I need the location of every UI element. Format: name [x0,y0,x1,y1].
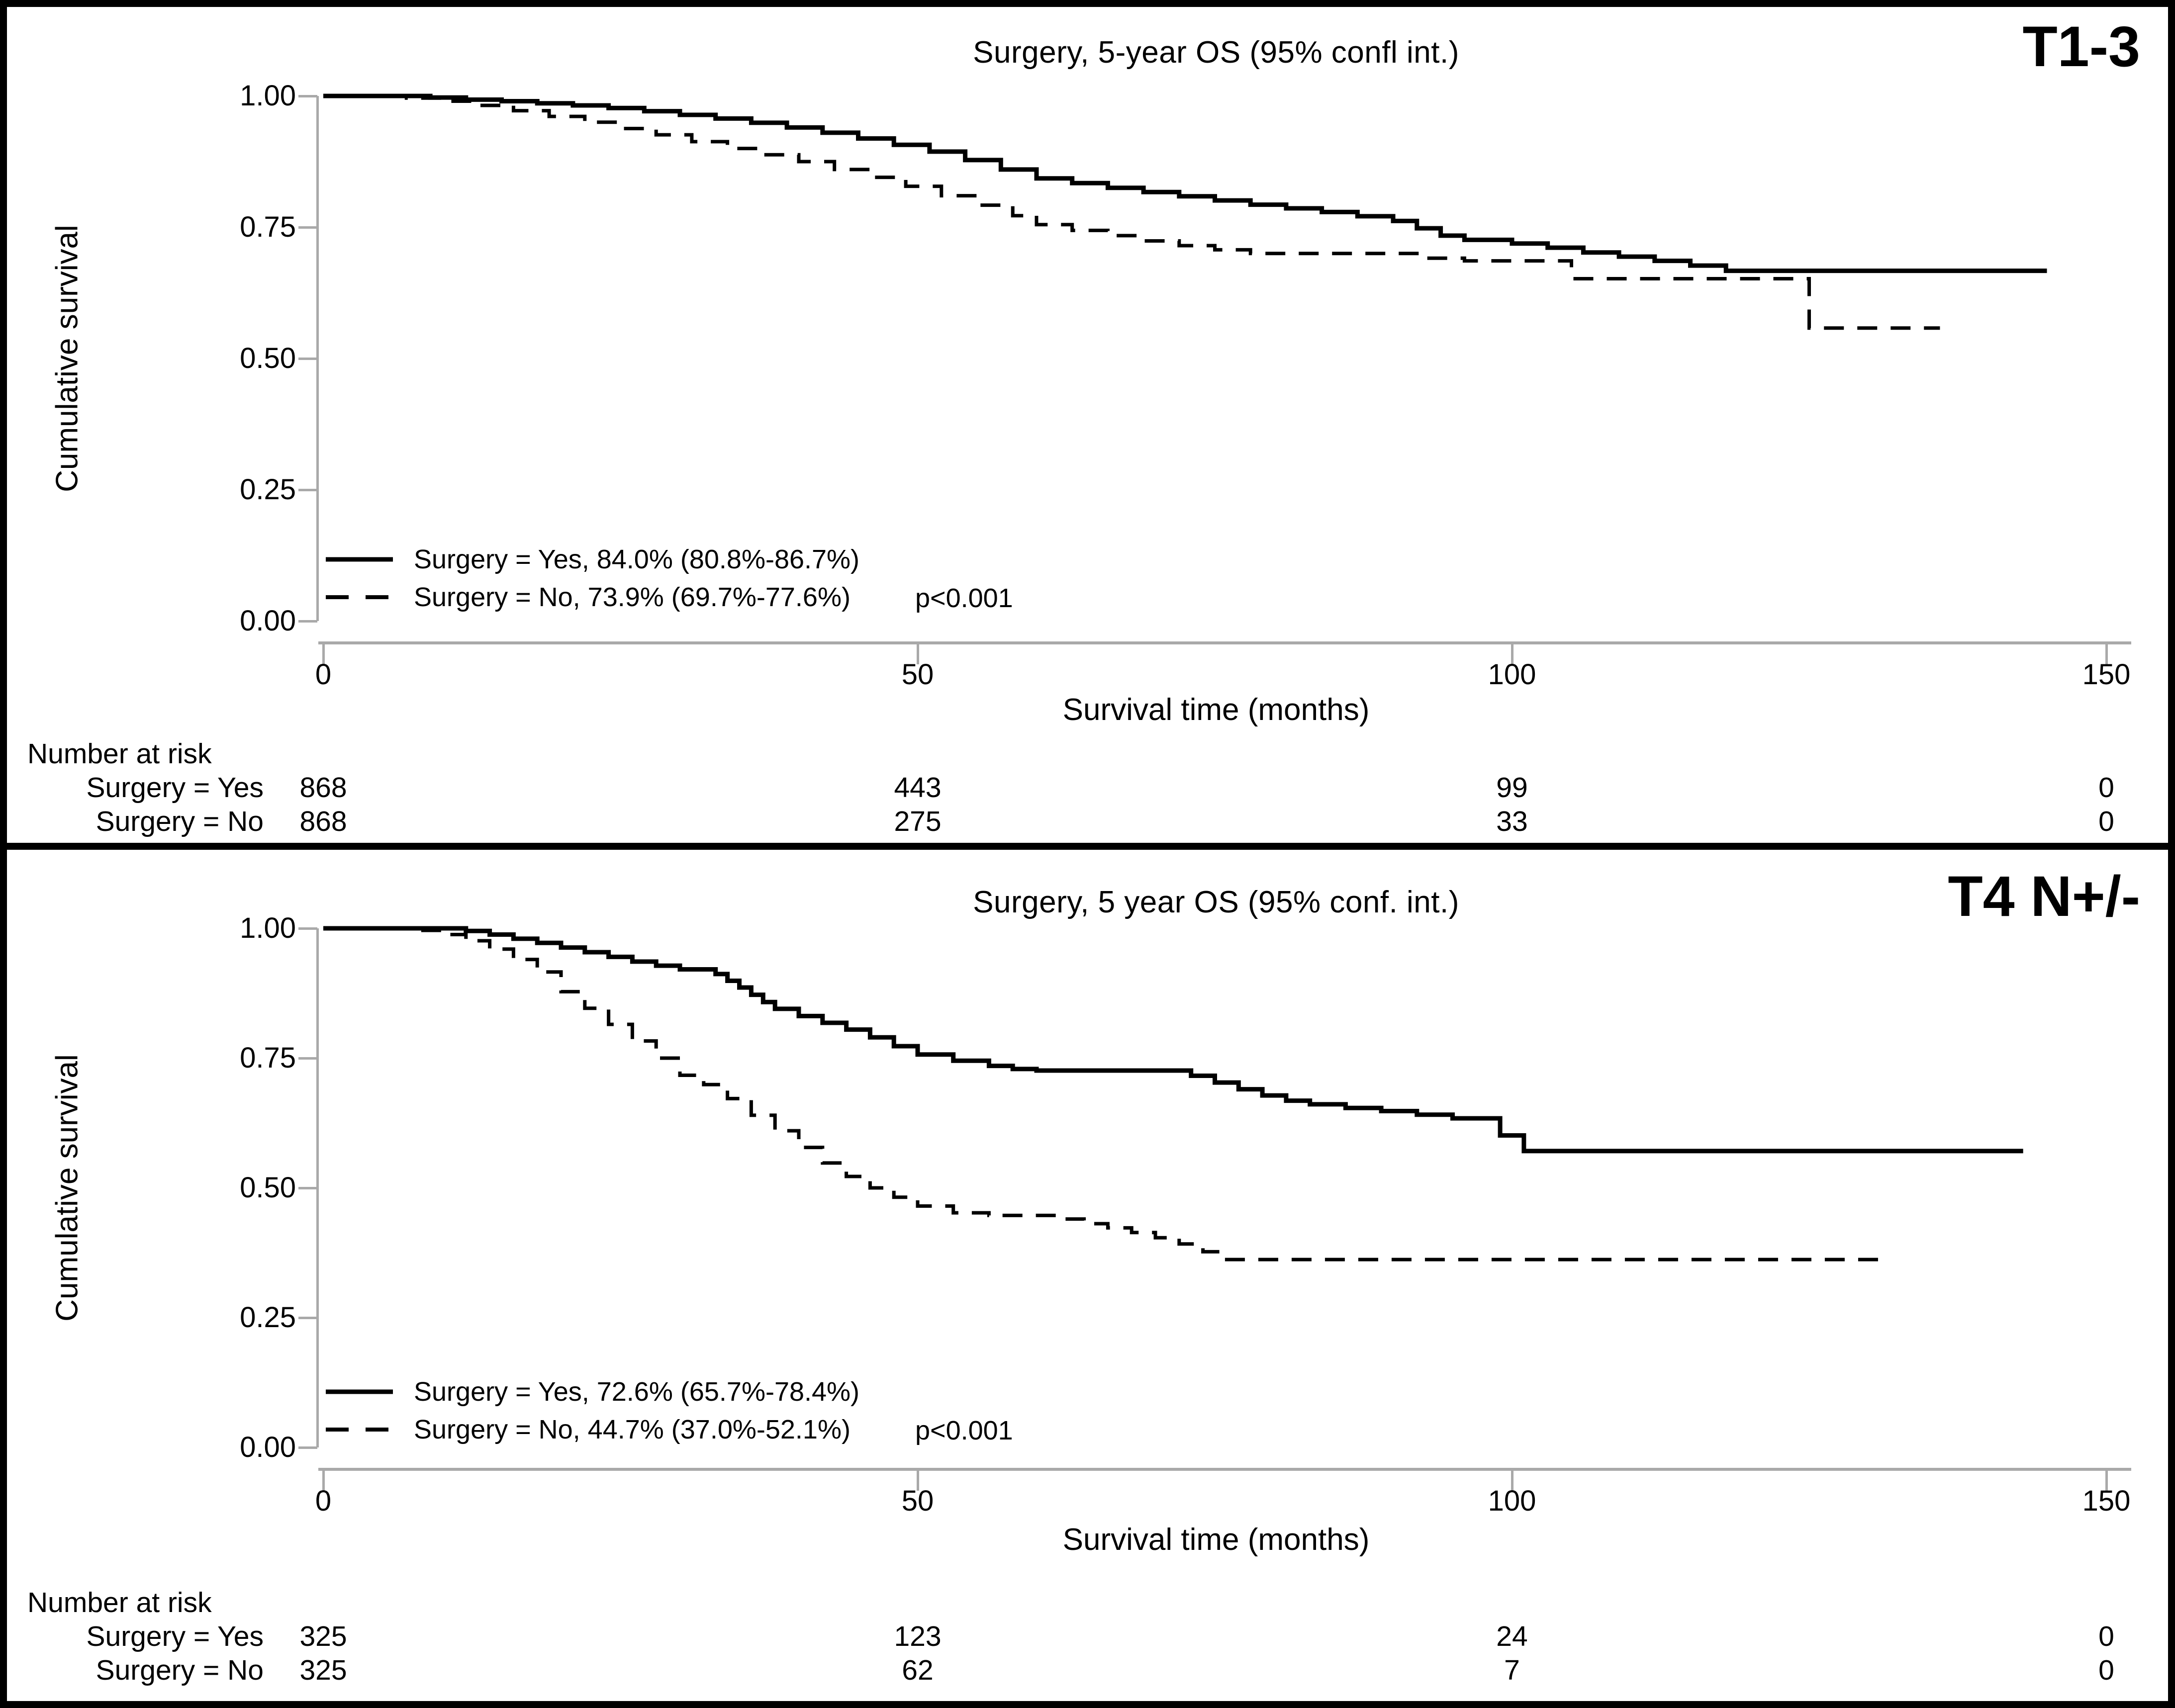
x-tick-label: 150 [2082,658,2131,691]
legend-label: Surgery = No, 73.9% (69.7%-77.6%) [414,582,851,612]
x-tick [1511,1471,1513,1491]
y-tick-label: 0.50 [240,342,296,374]
y-tick-label: 0.00 [240,605,296,637]
legend-item-surgery-yes: Surgery = Yes, 72.6% (65.7%-78.4%) [326,1373,859,1411]
x-axis-label: Survival time (months) [1062,1523,1370,1557]
y-tick [298,358,317,360]
legend-item-surgery-no: Surgery = No, 73.9% (69.7%-77.6%) [326,578,859,616]
y-axis-label: Cumulative survival [50,225,85,492]
km-curves-plot-0 [323,93,2047,330]
legend-item-surgery-yes: Surgery = Yes, 84.0% (80.8%-86.7%) [326,540,859,578]
y-tick-label: 0.00 [240,1431,296,1463]
risk-count: 0 [2098,772,2114,804]
risk-count: 868 [299,806,347,837]
legend-item-surgery-no: Surgery = No, 44.7% (37.0%-52.1%) [326,1411,859,1448]
x-tick [1511,644,1513,664]
y-tick [298,1187,317,1189]
x-tick-label: 150 [2082,1485,2131,1517]
risk-count: 0 [2098,1654,2114,1686]
panel-t1-3: Surgery, 5-year OS (95% confl int.) T1-3… [0,0,2175,843]
legend-label: Surgery = Yes, 84.0% (80.8%-86.7%) [414,544,860,574]
risk-row-label: Surgery = Yes [86,1620,264,1652]
y-tick-label: 0.25 [240,1301,296,1334]
x-tick [2105,644,2108,664]
risk-count: 325 [299,1620,347,1652]
km-curve-surgery-no [323,94,1940,330]
legend: Surgery = Yes, 72.6% (65.7%-78.4%) Surge… [326,1373,859,1448]
km-curve-surgery-yes [323,926,2023,1154]
panel-t4: Surgery, 5 year OS (95% conf. int.) T4 N… [0,850,2175,1708]
x-tick [322,644,325,664]
risk-count: 325 [299,1654,347,1686]
risk-table-header: Number at risk [27,1587,212,1618]
x-tick-label: 100 [1488,658,1536,691]
risk-count: 123 [894,1620,942,1652]
solid-line-icon [326,557,393,562]
y-tick-label: 0.75 [240,211,296,243]
x-tick [2105,1471,2108,1491]
p-value: p<0.001 [915,1416,1013,1445]
x-tick [917,644,919,664]
risk-row-label: Surgery = No [95,1654,264,1686]
chart-title: Surgery, 5-year OS (95% confl int.) [973,35,1459,70]
y-tick [298,95,317,97]
y-tick [298,226,317,229]
risk-count: 33 [1496,806,1528,837]
solid-line-icon [326,1389,393,1394]
y-tick-label: 0.75 [240,1042,296,1074]
x-tick-label: 50 [901,658,934,691]
legend-label: Surgery = No, 44.7% (37.0%-52.1%) [414,1415,851,1444]
x-tick-label: 0 [315,658,332,691]
dashed-line-icon [326,595,393,599]
y-tick [298,1057,317,1060]
y-tick-label: 1.00 [240,80,296,112]
y-tick [298,489,317,491]
stage-tag: T4 N+/- [1948,865,2140,928]
km-curve-surgery-yes [323,93,2047,273]
dashed-line-icon [326,1428,393,1432]
risk-count: 24 [1496,1620,1528,1652]
panel-divider [0,843,2175,850]
y-axis-label: Cumulative survival [50,1054,85,1322]
risk-count: 868 [299,772,347,804]
risk-count: 7 [1504,1654,1520,1686]
chart-title: Surgery, 5 year OS (95% conf. int.) [973,885,1459,919]
y-tick-label: 0.50 [240,1171,296,1204]
risk-count: 0 [2098,806,2114,837]
risk-table-header: Number at risk [27,738,212,770]
x-tick [322,1471,325,1491]
x-tick-label: 50 [901,1485,934,1517]
x-axis-label: Survival time (months) [1062,693,1370,727]
p-value: p<0.001 [915,583,1013,613]
y-tick [298,927,317,930]
risk-count: 99 [1496,772,1528,804]
y-tick-label: 0.25 [240,473,296,506]
risk-row-label: Surgery = No [95,806,264,837]
risk-count: 62 [902,1654,934,1686]
km-curve-surgery-no [323,926,1881,1261]
risk-row-label: Surgery = Yes [86,772,264,804]
y-axis-line [316,928,319,1447]
y-tick [298,620,317,623]
y-tick-label: 1.00 [240,912,296,944]
stage-tag: T1-3 [2022,15,2140,79]
y-tick [298,1317,317,1319]
y-axis-line [316,96,319,621]
x-tick-label: 100 [1488,1485,1536,1517]
risk-count: 275 [894,806,942,837]
risk-count: 0 [2098,1620,2114,1652]
legend: Surgery = Yes, 84.0% (80.8%-86.7%) Surge… [326,540,859,616]
y-tick [298,1446,317,1449]
risk-count: 443 [894,772,942,804]
x-tick [917,1471,919,1491]
km-curves-plot-1 [323,926,2023,1261]
x-tick-label: 0 [315,1485,332,1517]
legend-label: Surgery = Yes, 72.6% (65.7%-78.4%) [414,1377,860,1407]
x-axis-line [318,641,2131,644]
x-axis-line [318,1468,2131,1471]
